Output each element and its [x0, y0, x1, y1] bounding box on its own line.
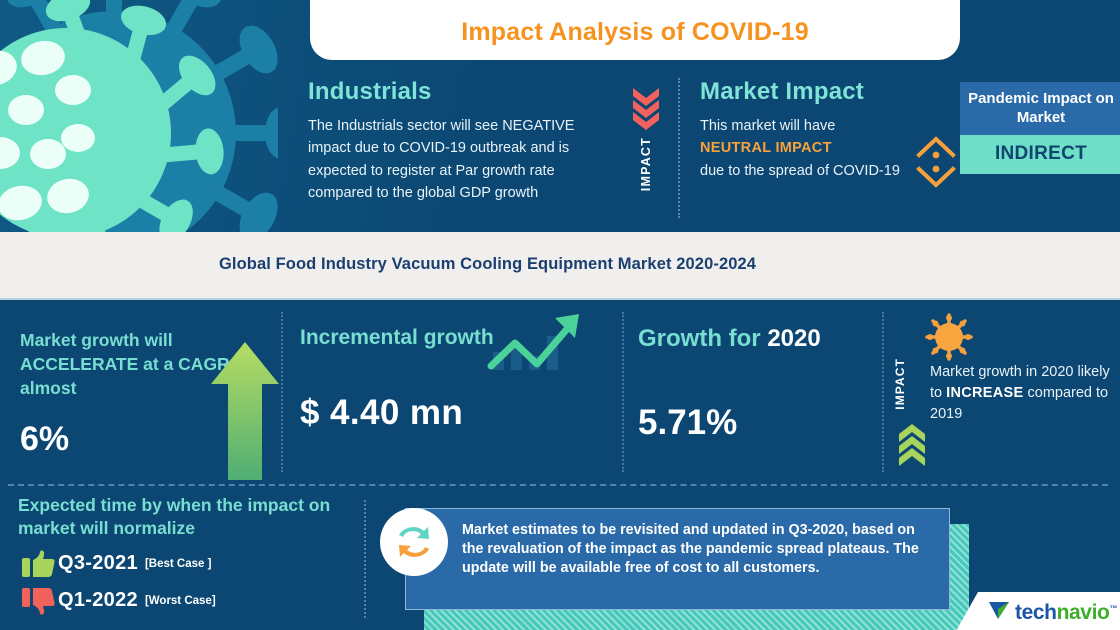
coronavirus-illustration	[0, 0, 297, 232]
cagr-lead: Market growth will ACCELERATE at a CAGR …	[20, 330, 252, 399]
impact-2020-highlight: INCREASE	[946, 385, 1024, 402]
note-text: Market estimates to be revisited and upd…	[462, 522, 919, 576]
chevron-up-triple-icon	[897, 424, 927, 468]
impact-2020-stat: Market growth in 2020 likely to INCREASE…	[930, 362, 1110, 425]
cagr-stat: Market growth will ACCELERATE at a CAGR …	[20, 328, 270, 459]
trend-up-chart-icon	[487, 312, 587, 374]
logo-text-navio: navio	[1056, 600, 1110, 624]
technavio-flag-icon	[988, 600, 1010, 625]
title-card: Impact Analysis of COVID-19	[310, 0, 960, 60]
market-impact-body-2: due to the spread of COVID-19	[700, 162, 900, 179]
horizontal-dashed-divider	[8, 484, 1108, 486]
note-box: Market estimates to be revisited and upd…	[405, 508, 950, 610]
vertical-dashed-divider-2	[622, 312, 624, 472]
market-impact-body-1: This market will have	[700, 118, 836, 134]
logo-text-tech: tech	[1015, 600, 1057, 624]
market-impact-heading: Market Impact	[700, 78, 864, 105]
thumbs-down-icon	[18, 587, 58, 615]
impact-2020-body-2: compared to 2019	[930, 385, 1109, 423]
page-title: Impact Analysis of COVID-19	[461, 18, 809, 46]
industrials-body: The Industrials sector will see NEGATIVE…	[308, 118, 575, 201]
incremental-growth-lead: Incremental growth	[300, 326, 494, 349]
top-panel: Impact Analysis of COVID-19 Industrials …	[0, 0, 1120, 232]
normalize-block: Expected time by when the impact on mark…	[18, 494, 368, 615]
worst-case-row: Q1-2022 [Worst Case]	[18, 587, 368, 615]
logo-trademark: ™	[1109, 603, 1118, 613]
impact-label-top: IMPACT	[639, 137, 653, 192]
market-impact-highlight: NEUTRAL IMPACT	[700, 140, 832, 157]
vertical-dashed-divider-top	[678, 78, 680, 218]
pandemic-impact-box: Pandemic Impact on Market INDIRECT	[960, 82, 1120, 175]
impact-2020-body-1: Market growth in 2020 likely to	[930, 364, 1110, 402]
growth-2020-lead-white: 2020	[767, 325, 821, 352]
best-case-quarter: Q3-2021	[58, 552, 138, 575]
worst-case-tag: [Worst Case]	[144, 594, 216, 607]
vertical-dashed-divider-bottom	[364, 500, 366, 618]
incremental-growth-stat: Incremental growth $ 4.40 mn	[300, 325, 600, 433]
impact-label-bottom: IMPACT	[893, 358, 907, 410]
chevron-down-triple-icon	[631, 86, 661, 130]
impact-divider-top: IMPACT	[628, 86, 664, 216]
thumbs-up-icon	[18, 550, 58, 578]
best-case-row: Q3-2021 [Best Case ]	[18, 550, 368, 578]
up-arrow-icon	[210, 340, 280, 480]
market-title-band: Global Food Industry Vacuum Cooling Equi…	[0, 232, 1120, 300]
logo-banner	[952, 592, 1120, 630]
growth-2020-value: 5.71%	[638, 402, 738, 442]
refresh-arrows-icon	[380, 508, 448, 576]
growth-2020-stat: Growth for 2020 5.71%	[638, 325, 898, 443]
worst-case-quarter: Q1-2022	[58, 589, 138, 612]
pandemic-impact-value: INDIRECT	[960, 135, 1120, 175]
incremental-growth-value: $ 4.40 mn	[300, 393, 464, 433]
vertical-dashed-divider-3	[882, 312, 884, 472]
cagr-value: 6%	[20, 420, 70, 459]
coronavirus-icon	[925, 313, 973, 361]
best-case-tag: [Best Case ]	[144, 557, 212, 570]
vertical-dashed-divider-1	[281, 312, 283, 472]
market-impact-column: Market Impact This market will have NEUT…	[700, 78, 950, 182]
industrials-heading: Industrials	[308, 78, 432, 105]
band-bottom-rule	[0, 298, 1120, 300]
normalize-lead: Expected time by when the impact on mark…	[18, 495, 331, 539]
growth-2020-lead-teal: Growth for	[638, 325, 768, 352]
neutral-updown-chevron-icon	[915, 133, 957, 191]
pandemic-impact-header: Pandemic Impact on Market	[960, 82, 1120, 136]
market-title: Global Food Industry Vacuum Cooling Equi…	[219, 255, 757, 273]
stats-row: Market growth will ACCELERATE at a CAGR …	[0, 300, 1120, 485]
industrials-column: Industrials The Industrials sector will …	[308, 78, 618, 204]
technavio-logo: technavio™	[988, 600, 1117, 625]
impact-divider-bottom: IMPACT	[893, 358, 923, 410]
